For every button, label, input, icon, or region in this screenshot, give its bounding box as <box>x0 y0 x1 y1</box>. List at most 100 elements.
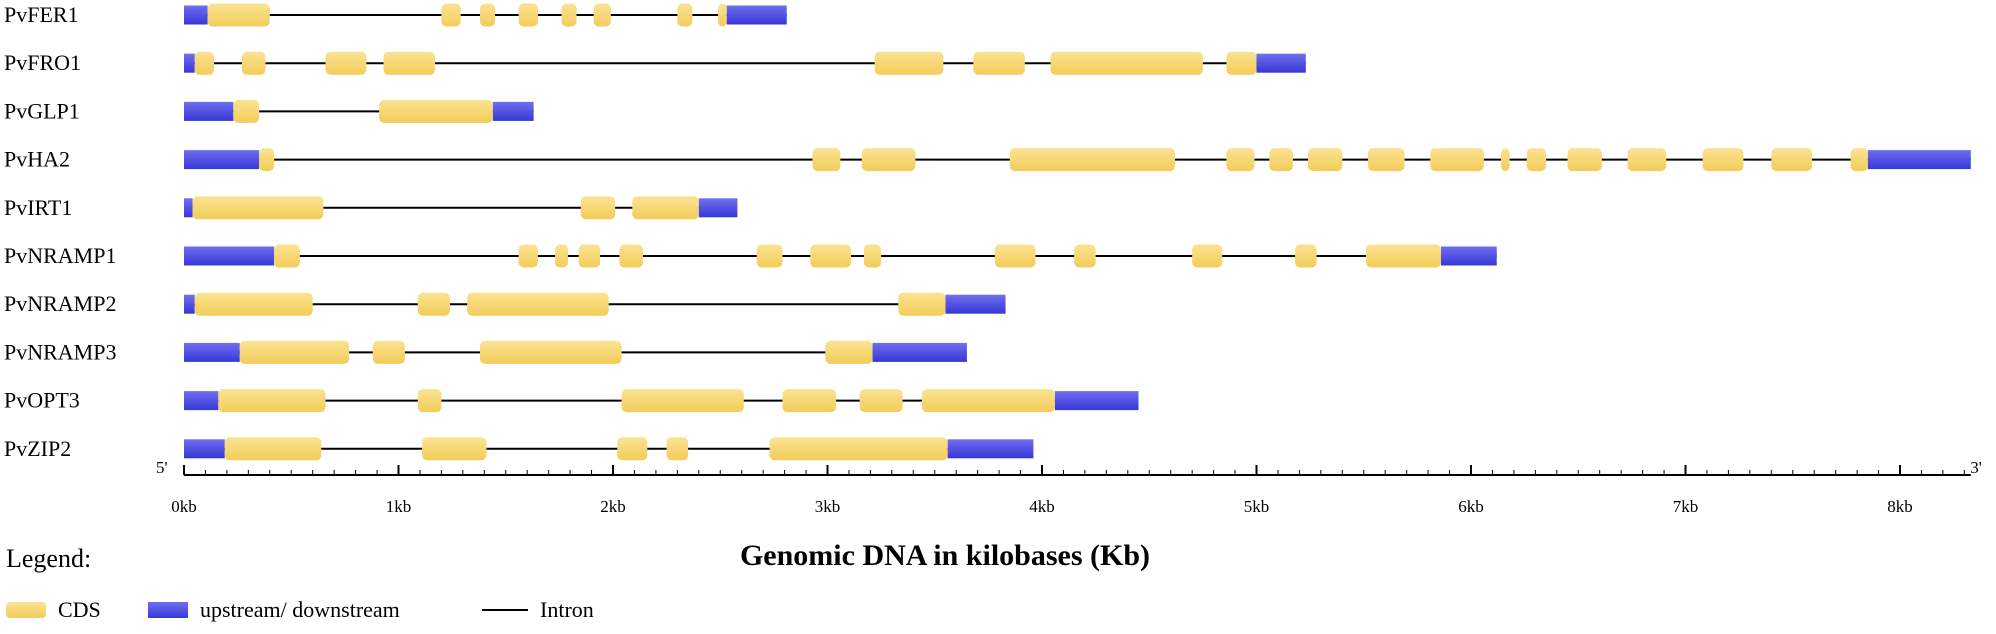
legend-label-intron: Intron <box>540 597 594 622</box>
cds-exon <box>441 3 461 27</box>
cds-exon <box>861 148 916 172</box>
cds-exon <box>518 3 538 27</box>
cds-exon <box>1050 51 1203 75</box>
cds-exon <box>1771 148 1813 172</box>
upstream-region <box>184 198 193 218</box>
gene-label: PvIRT1 <box>4 195 72 220</box>
cds-exon <box>1192 244 1223 268</box>
x-axis: 0kb 1kb 2kb 3kb 4kb 5kb 6kb 7kb 8kb 5' 3' Genomi… <box>156 458 1982 572</box>
cds-exon <box>218 389 326 413</box>
cds-exon <box>632 196 699 220</box>
cds-exon <box>259 148 275 172</box>
cds-exon <box>417 292 450 316</box>
cds-exon <box>194 51 215 75</box>
cds-exon <box>666 437 689 461</box>
cds-exon <box>422 437 487 461</box>
downstream-region <box>1054 391 1139 411</box>
axis-ticks: 0kb 1kb 2kb 3kb 4kb 5kb 6kb 7kb 8kb <box>171 465 1965 516</box>
cds-exon <box>1365 244 1441 268</box>
cds-exon <box>617 437 648 461</box>
cds-exon <box>1702 148 1744 172</box>
upstream-region <box>184 342 240 362</box>
gene-row: PvNRAMP2 <box>4 291 1006 316</box>
gene-label: PvHA2 <box>4 147 70 172</box>
gene-label: PvFRO1 <box>4 50 81 75</box>
cds-exon <box>1430 148 1484 172</box>
downstream-region <box>726 5 787 25</box>
cds-exon <box>1269 148 1293 172</box>
cds-exon <box>1368 148 1405 172</box>
cds-exon <box>718 3 727 27</box>
utr-swatch <box>148 602 188 618</box>
cds-exon <box>1627 148 1667 172</box>
upstream-region <box>184 53 195 73</box>
downstream-region <box>945 294 1006 314</box>
axis-title: Genomic DNA in kilobases (Kb) <box>740 539 1150 572</box>
cds-exon <box>467 292 609 316</box>
legend-label-utr: upstream/ downstream <box>200 597 400 622</box>
cds-exon <box>782 389 837 413</box>
cds-exon <box>239 340 350 364</box>
cds-exon <box>383 51 435 75</box>
gene-label: PvFER1 <box>4 2 79 27</box>
upstream-region <box>184 439 225 459</box>
cds-exon <box>480 340 622 364</box>
cds-exon <box>593 3 611 27</box>
cds-exon <box>994 244 1036 268</box>
gene-label: PvNRAMP1 <box>4 243 116 268</box>
cds-exon <box>756 244 783 268</box>
cds-exon <box>621 389 744 413</box>
cds-exon <box>1850 148 1868 172</box>
gene-row: PvFRO1 <box>4 50 1306 75</box>
gene-row: PvGLP1 <box>4 98 534 123</box>
upstream-region <box>184 294 195 314</box>
gene-rows: PvFER1 PvFRO1 PvGLP1 PvHA2 PvIRT1 PvNRAMP1 PvN… <box>4 2 1971 461</box>
cds-exon <box>677 3 693 27</box>
cds-swatch <box>6 602 46 618</box>
gene-row: PvIRT1 <box>4 195 738 220</box>
upstream-region <box>184 101 234 121</box>
cds-exon <box>1074 244 1096 268</box>
tick-label: 1kb <box>386 497 412 516</box>
downstream-region <box>947 439 1034 459</box>
cds-exon <box>619 244 644 268</box>
gene-label: PvZIP2 <box>4 436 71 461</box>
cds-exon <box>372 340 405 364</box>
gene-label: PvNRAMP3 <box>4 339 116 364</box>
cds-exon <box>1526 148 1547 172</box>
gene-row: PvNRAMP1 <box>4 243 1497 268</box>
tick-label: 7kb <box>1673 497 1699 516</box>
gene-row: PvZIP2 <box>4 436 1034 461</box>
tick-label: 0kb <box>171 497 197 516</box>
downstream-region <box>1867 150 1971 170</box>
upstream-region <box>184 246 275 266</box>
tick-label: 5kb <box>1244 497 1270 516</box>
cds-exon <box>194 292 313 316</box>
tick-label: 2kb <box>600 497 626 516</box>
cds-exon <box>898 292 946 316</box>
cds-exon <box>769 437 948 461</box>
cds-exon <box>274 244 300 268</box>
cds-exon <box>1295 244 1317 268</box>
cds-exon <box>1567 148 1602 172</box>
cds-exon <box>812 148 841 172</box>
legend-item-intron: Intron <box>482 597 594 623</box>
legend-item-cds: CDS <box>6 597 101 623</box>
gene-row: PvFER1 <box>4 2 787 27</box>
legend-label-cds: CDS <box>58 597 101 622</box>
cds-exon <box>207 3 270 27</box>
downstream-region <box>1440 246 1497 266</box>
cds-exon <box>241 51 266 75</box>
cds-exon <box>224 437 322 461</box>
gene-row: PvNRAMP3 <box>4 339 967 364</box>
gene-row: PvHA2 <box>4 147 1971 172</box>
tick-label: 4kb <box>1029 497 1055 516</box>
cds-exon <box>417 389 442 413</box>
cds-exon <box>859 389 903 413</box>
tick-label: 8kb <box>1887 497 1913 516</box>
upstream-region <box>184 150 260 170</box>
cds-exon <box>518 244 538 268</box>
cds-exon <box>1226 51 1257 75</box>
cds-exon <box>810 244 852 268</box>
